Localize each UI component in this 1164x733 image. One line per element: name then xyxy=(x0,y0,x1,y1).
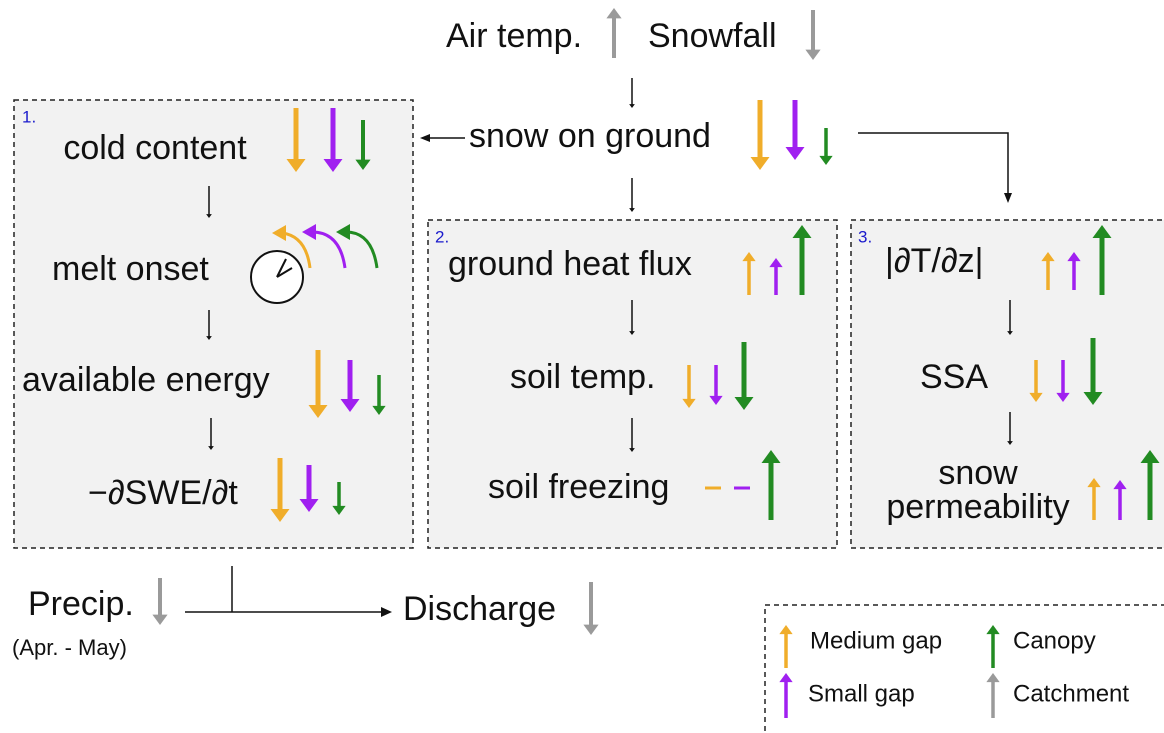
arrow-head xyxy=(819,155,833,165)
curved-arrow-head xyxy=(302,224,316,240)
arrow-head xyxy=(682,398,696,408)
node: available energy xyxy=(22,361,270,399)
node: melt onset xyxy=(52,250,209,288)
arrow-head xyxy=(1056,392,1070,402)
arrow-head xyxy=(1140,450,1160,463)
box-number: 2. xyxy=(435,227,449,246)
arrow-head xyxy=(206,214,212,218)
node: soil freezing xyxy=(488,468,669,506)
node: soil temp. xyxy=(510,358,656,396)
node: snow permeability xyxy=(886,454,1070,526)
arrow-head xyxy=(734,397,754,410)
arrow-head xyxy=(355,159,371,170)
snowfall: Snowfall xyxy=(648,17,777,55)
box-1 xyxy=(13,99,414,549)
node: SSA xyxy=(920,358,988,396)
node: |∂T/∂z| xyxy=(885,242,983,280)
arrow-head xyxy=(1067,252,1081,262)
arrow-head xyxy=(323,159,343,172)
legend-label: Canopy xyxy=(1013,627,1096,654)
arrow-head xyxy=(986,625,1000,635)
arrow-head xyxy=(583,624,599,635)
node: cold content xyxy=(63,129,247,167)
arrow-head xyxy=(629,208,635,212)
discharge: Discharge xyxy=(403,590,556,628)
legend-label: Small gap xyxy=(808,680,915,707)
arrow-head xyxy=(286,159,306,172)
arrow-head xyxy=(1087,478,1101,488)
curved-arrow xyxy=(311,230,347,269)
clock-hand xyxy=(276,258,287,278)
curved-arrow-head xyxy=(336,224,350,240)
precip: Precip. xyxy=(28,585,134,623)
arrow-head xyxy=(1092,225,1112,238)
arrow-head xyxy=(785,147,805,160)
arrow-head xyxy=(208,446,214,450)
arrow-head xyxy=(1083,392,1103,405)
arrow-head xyxy=(629,104,635,108)
arrow-head xyxy=(709,395,723,405)
snow-on-ground: snow on ground xyxy=(469,117,711,155)
legend-box xyxy=(764,604,1164,733)
arrow-head xyxy=(750,157,770,170)
air-temp: Air temp. xyxy=(446,17,582,55)
arrow-head xyxy=(372,405,386,415)
arrow-head xyxy=(340,399,360,412)
arrow-head xyxy=(779,625,793,635)
arrow-head xyxy=(742,252,756,262)
node: −∂SWE/∂t xyxy=(88,474,238,512)
curved-arrow xyxy=(345,230,379,269)
arrow-head xyxy=(152,614,168,625)
arrow-head xyxy=(792,225,812,238)
arrow-head xyxy=(629,331,635,335)
legend-label: Medium gap xyxy=(810,627,942,654)
arrow-head xyxy=(1007,441,1013,445)
arrow-head xyxy=(761,450,781,463)
connector xyxy=(858,132,1009,195)
arrow-head xyxy=(299,499,319,512)
arrow-head xyxy=(308,405,328,418)
arrow-head xyxy=(1029,392,1043,402)
arrow-head xyxy=(1007,331,1013,335)
arrow-head xyxy=(270,509,290,522)
arrow-head xyxy=(606,8,622,19)
arrow-head xyxy=(332,505,346,515)
clock-hand xyxy=(276,267,293,278)
precip-period: (Apr. - May) xyxy=(12,635,127,660)
connector-head xyxy=(381,607,392,617)
arrow-head xyxy=(769,258,783,268)
arrow-head xyxy=(779,673,793,683)
legend-label: Catchment xyxy=(1013,680,1129,707)
curved-arrow-head xyxy=(272,225,286,241)
arrow-head xyxy=(206,336,212,340)
arrow-head xyxy=(1041,252,1055,262)
connector-head xyxy=(1004,193,1012,203)
box-number: 3. xyxy=(858,227,872,246)
box-number: 1. xyxy=(22,107,36,126)
arrow-head xyxy=(1113,480,1127,490)
arrow-head xyxy=(805,49,821,60)
box-3 xyxy=(850,219,1164,549)
node: ground heat flux xyxy=(448,245,692,283)
arrow-head xyxy=(629,448,635,452)
connector-head xyxy=(420,134,430,142)
arrow-head xyxy=(986,673,1000,683)
